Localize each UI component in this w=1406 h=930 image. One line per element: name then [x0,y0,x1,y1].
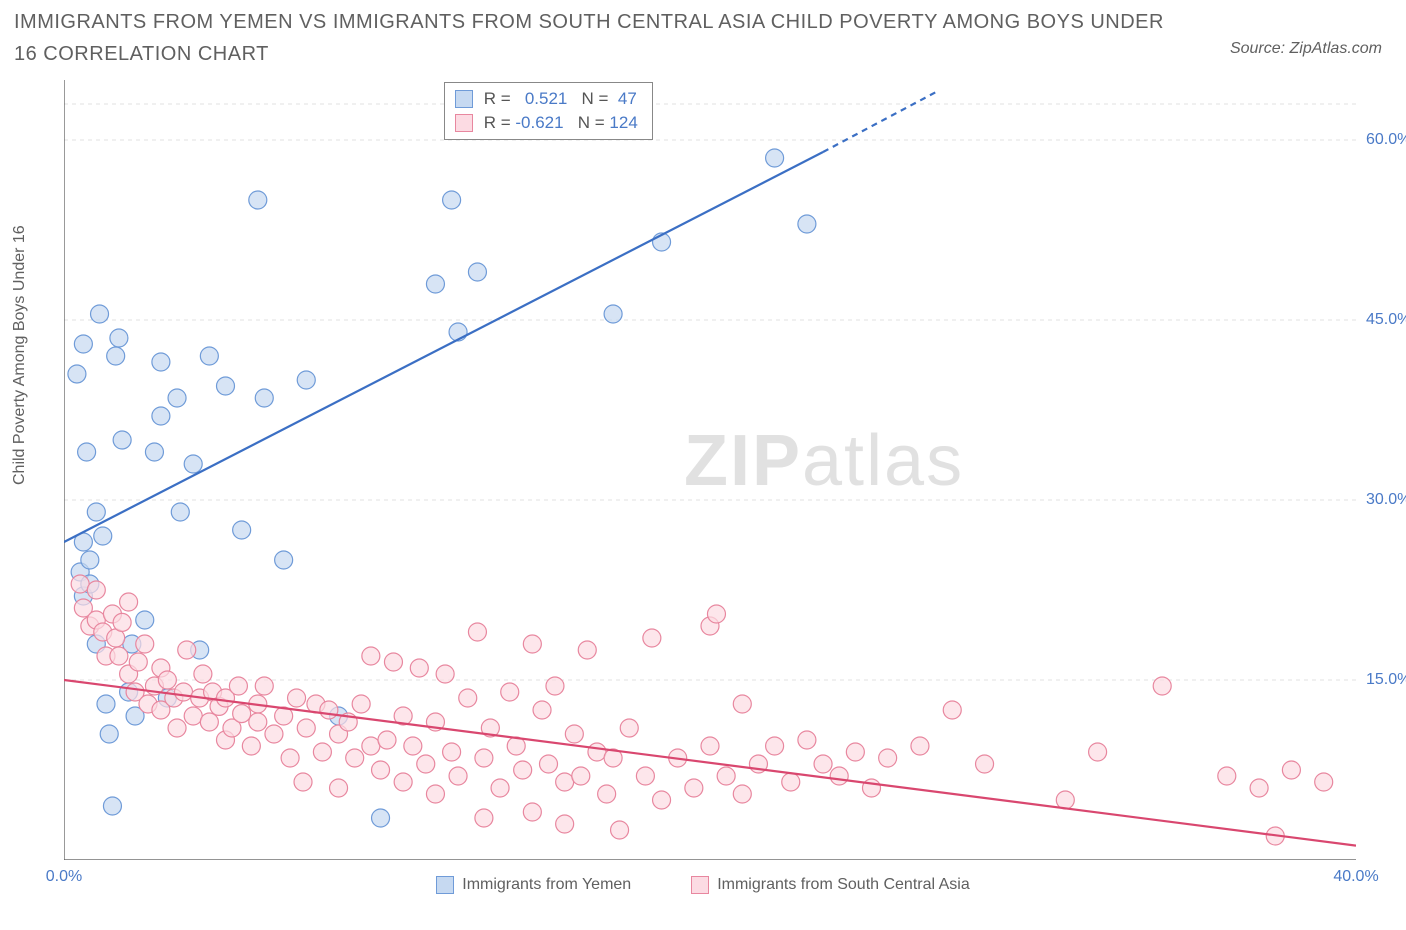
source-text: Source: ZipAtlas.com [1230,40,1382,58]
legend-square-icon [436,876,454,894]
chart-container: Child Poverty Among Boys Under 16 ZIPatl… [14,80,1392,890]
y-tick-label: 30.0% [1366,491,1406,509]
stats-row-sca: R = -0.621 N = 124 [455,111,638,135]
legend-square-icon [691,876,709,894]
scatter-plot-svg [64,80,1356,860]
legend-item-yemen: Immigrants from Yemen [436,876,631,894]
y-tick-label: 60.0% [1366,131,1406,149]
plot-area: ZIPatlas R = 0.521 N = 47 R = -0.621 N =… [64,80,1356,860]
source-prefix: Source: [1230,40,1290,57]
legend-square-icon [455,90,473,108]
chart-title: IMMIGRANTS FROM YEMEN VS IMMIGRANTS FROM… [14,6,1164,70]
y-tick-label: 15.0% [1366,671,1406,689]
legend-label: Immigrants from South Central Asia [717,876,970,894]
y-axis-label: Child Poverty Among Boys Under 16 [11,225,29,485]
legend-item-sca: Immigrants from South Central Asia [691,876,970,894]
y-tick-label: 45.0% [1366,311,1406,329]
legend-square-icon [455,114,473,132]
source-name: ZipAtlas.com [1290,40,1382,57]
bottom-legend: Immigrants from Yemen Immigrants from Sou… [14,876,1392,894]
stats-legend-box: R = 0.521 N = 47 R = -0.621 N = 124 [444,82,653,140]
legend-label: Immigrants from Yemen [462,876,631,894]
stats-row-yemen: R = 0.521 N = 47 [455,87,638,111]
